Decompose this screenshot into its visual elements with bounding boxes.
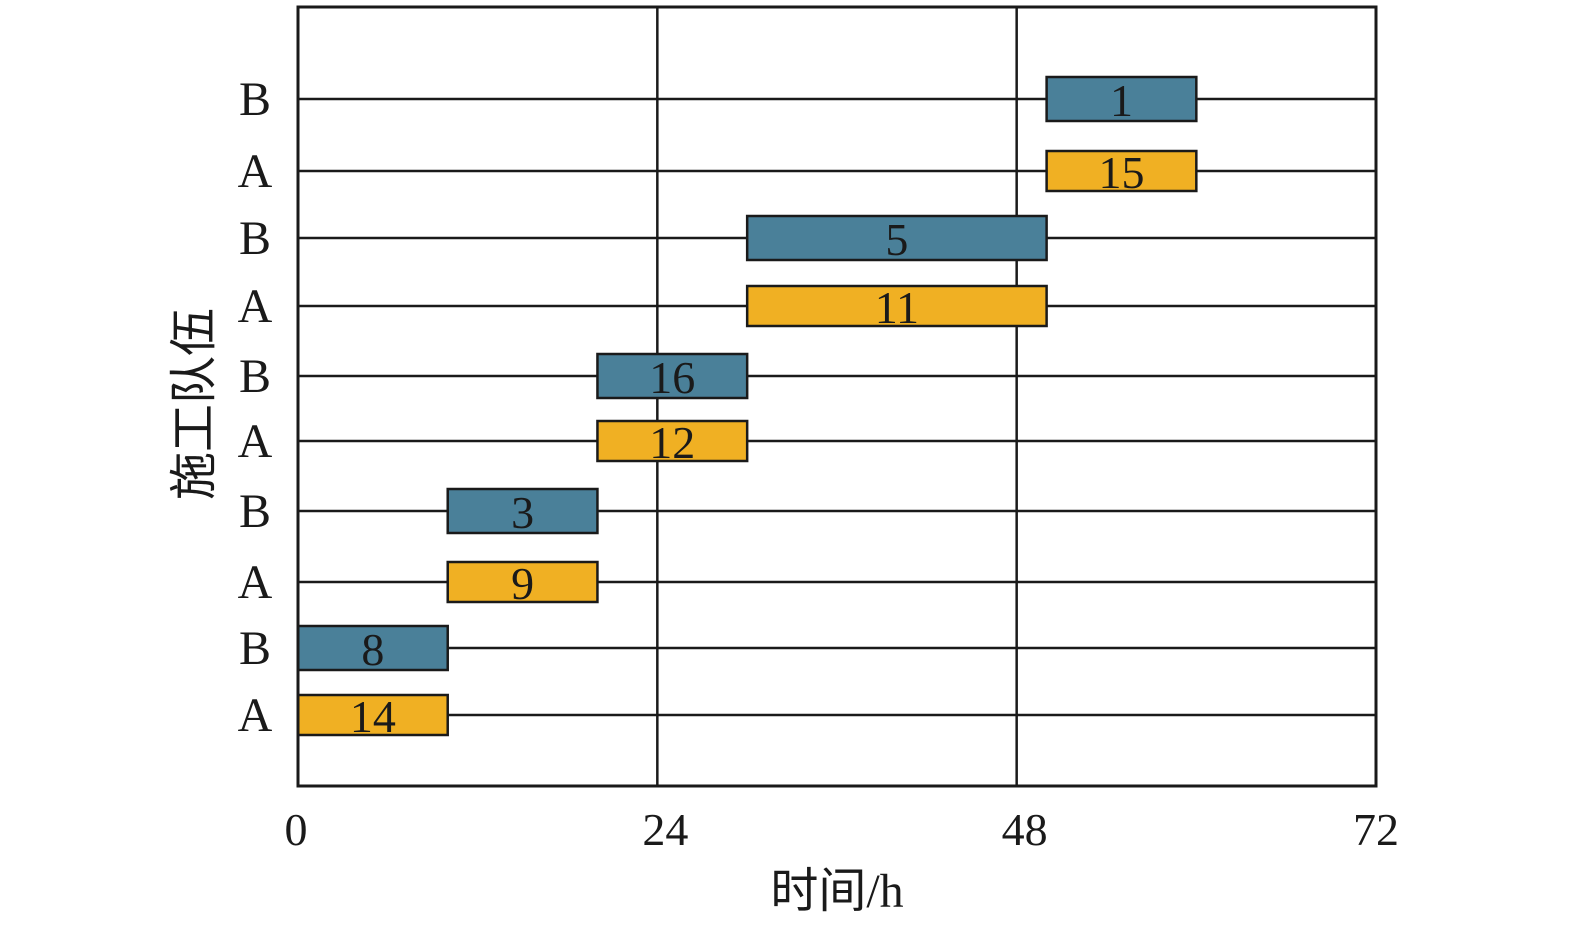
row-label-a: A	[238, 145, 273, 198]
task-bar-3	[446, 487, 599, 535]
x-axis-title: 时间/h	[770, 865, 903, 918]
task-bar-16	[596, 352, 749, 400]
row-label-a: A	[238, 280, 273, 333]
row-label-b: B	[239, 212, 271, 265]
task-bar-9	[446, 560, 599, 604]
bars-layer	[296, 75, 1198, 737]
task-label-1: 1	[1110, 75, 1133, 126]
task-bar-12	[596, 419, 749, 463]
row-label-a: A	[238, 689, 273, 742]
task-bar-1	[1045, 75, 1198, 123]
task-bar-11	[745, 284, 1048, 328]
task-label-12: 12	[649, 417, 695, 468]
grid-layer	[298, 7, 1376, 786]
row-label-a: A	[238, 415, 273, 468]
x-tick-label: 48	[1002, 804, 1048, 855]
task-bar-15	[1045, 149, 1198, 193]
task-label-3: 3	[511, 487, 534, 538]
row-label-b: B	[239, 485, 271, 538]
task-label-14: 14	[350, 691, 396, 742]
row-label-a: A	[238, 556, 273, 609]
y-axis-title: 施工队伍	[168, 308, 221, 500]
x-tick-label: 24	[642, 804, 688, 855]
task-label-5: 5	[885, 214, 908, 265]
x-tick-label: 0	[285, 804, 308, 855]
plot-frame	[296, 5, 1378, 788]
row-label-b: B	[239, 350, 271, 403]
task-label-11: 11	[875, 282, 919, 333]
task-bar-5	[745, 214, 1048, 262]
task-label-15: 15	[1098, 147, 1144, 198]
row-label-b: B	[239, 622, 271, 675]
row-label-b: B	[239, 73, 271, 126]
task-bar-14	[296, 693, 449, 737]
x-tick-label: 72	[1353, 804, 1399, 855]
task-label-9: 9	[511, 558, 534, 609]
task-bar-8	[296, 624, 449, 672]
task-label-16: 16	[649, 352, 695, 403]
task-label-8: 8	[361, 624, 384, 675]
